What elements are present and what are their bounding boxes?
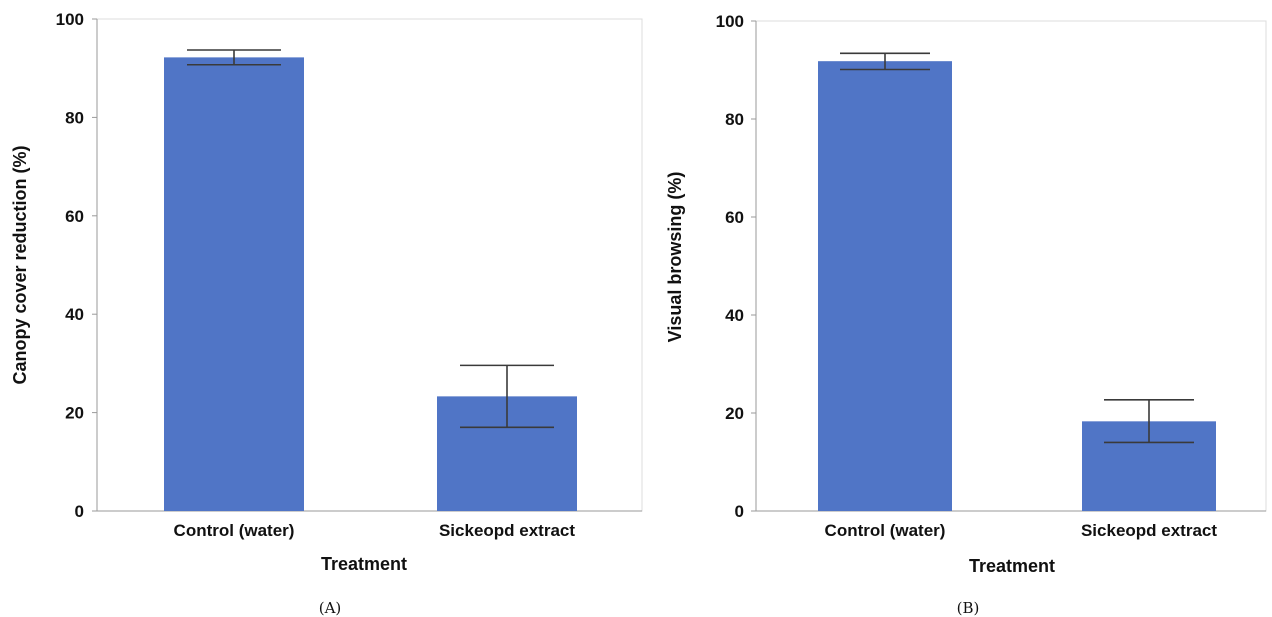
- y-tick-label: 80: [725, 110, 744, 129]
- panel-a: 0 20 40 60 80 100 Control (water) Sickeopd ext…: [10, 10, 643, 617]
- y-tick-label: 0: [75, 502, 84, 521]
- y-ticks: 0 20 40 60 80 100: [56, 10, 97, 521]
- bar: [818, 61, 952, 512]
- x-axis-title: Treatment: [321, 554, 407, 574]
- y-tick-label: 100: [56, 10, 84, 29]
- y-axis-title: Visual browsing (%): [665, 172, 685, 343]
- y-tick-label: 100: [716, 12, 744, 31]
- y-tick-label: 20: [65, 404, 84, 423]
- y-tick-label: 20: [725, 404, 744, 423]
- y-tick-label: 80: [65, 108, 84, 127]
- y-axis-title: Canopy cover reduction (%): [10, 145, 30, 384]
- x-tick-label: Control (water): [174, 521, 295, 540]
- panel-b: 0 20 40 60 80 100 Control (water) Sickeopd ext…: [665, 12, 1267, 617]
- x-tick-label: Sickeopd extract: [1081, 521, 1217, 540]
- y-tick-label: 60: [65, 207, 84, 226]
- x-tick-label: Control (water): [825, 521, 946, 540]
- x-tick-label: Sickeopd extract: [439, 521, 575, 540]
- x-axis-title: Treatment: [969, 556, 1055, 576]
- y-tick-label: 40: [725, 306, 744, 325]
- y-ticks: 0 20 40 60 80 100: [716, 12, 756, 521]
- bars: Control (water) Sickeopd extract: [818, 52, 1217, 540]
- y-tick-label: 60: [725, 208, 744, 227]
- panel-caption: (B): [957, 599, 980, 617]
- y-tick-label: 0: [735, 502, 744, 521]
- panel-caption: (A): [319, 599, 342, 617]
- y-tick-label: 40: [65, 305, 84, 324]
- bar: [164, 57, 304, 511]
- bars: Control (water) Sickeopd extract: [164, 49, 577, 540]
